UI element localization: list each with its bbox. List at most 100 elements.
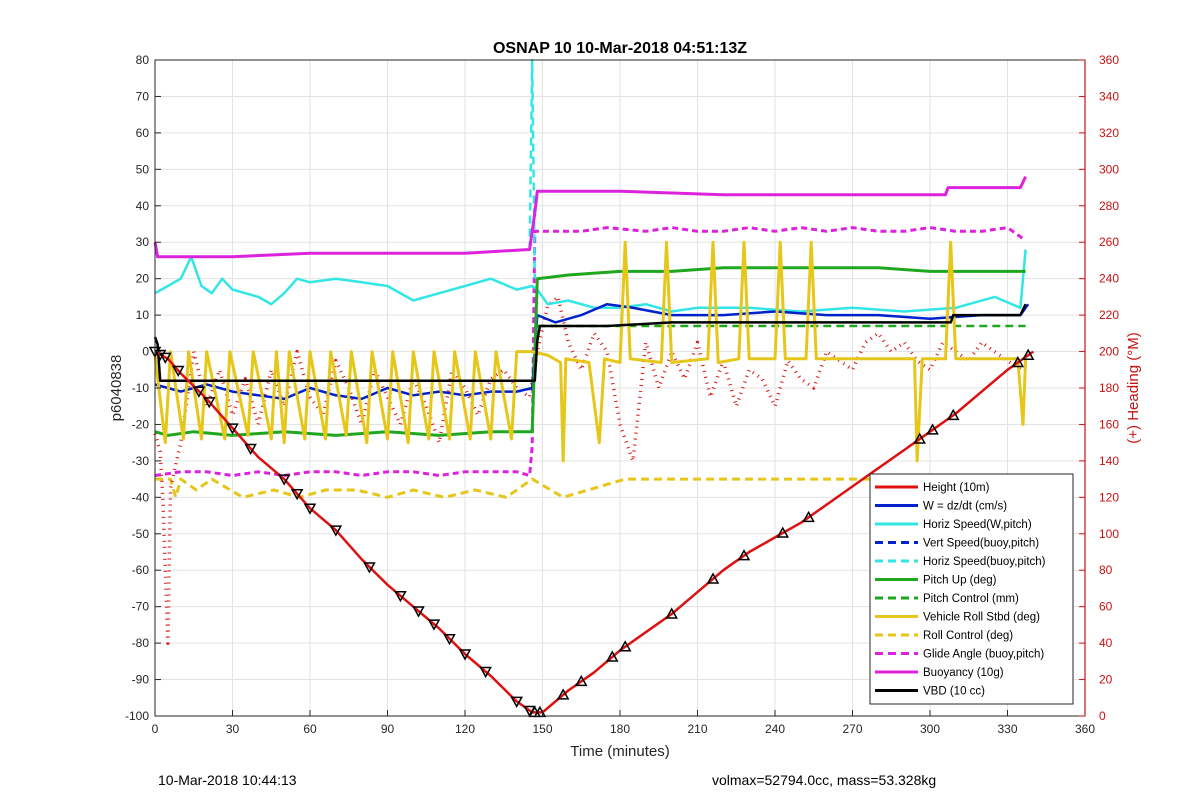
footer-timestamp: 10-Mar-2018 10:44:13 — [158, 772, 297, 788]
y-tick-label: 60 — [136, 126, 150, 140]
height-series — [154, 350, 1035, 714]
y-tick-label: -70 — [132, 600, 150, 614]
height-marker — [303, 503, 317, 515]
y2-tick-label: 320 — [1099, 126, 1119, 140]
x-tick-label: 270 — [842, 722, 862, 736]
legend-label: Horiz Speed(W,pitch) — [923, 519, 1032, 531]
legend-label: Pitch Up (deg) — [923, 575, 997, 587]
height-marker — [202, 397, 216, 409]
height-marker — [363, 562, 376, 574]
legend-label: Glide Angle (buoy,pitch) — [923, 649, 1044, 661]
w-series — [154, 302, 1030, 401]
y-tick-label: 0 — [142, 345, 149, 359]
x-tick-label: 150 — [532, 722, 552, 736]
height-marker — [618, 640, 632, 652]
y2-tick-label: 160 — [1099, 417, 1119, 431]
y2-tick-label: 0 — [1099, 709, 1106, 723]
legend-label: W = dz/dt (cm/s) — [923, 501, 1007, 513]
legend-label: Roll Control (deg) — [923, 630, 1013, 642]
y-tick-label: -30 — [132, 454, 150, 468]
y2-tick-label: 120 — [1099, 490, 1119, 504]
height-marker — [802, 510, 815, 523]
y-tick-label: -20 — [132, 417, 150, 431]
legend-label: Vert Speed(buoy,pitch) — [923, 538, 1039, 550]
x-axis-label: Time (minutes) — [570, 743, 669, 760]
chart-title: OSNAP 10 10-Mar-2018 04:51:13Z — [493, 40, 747, 57]
x-tick-label: 120 — [455, 722, 475, 736]
y2-tick-label: 180 — [1099, 381, 1119, 395]
y2-tick-label: 260 — [1099, 235, 1119, 249]
x-tick-label: 0 — [152, 722, 159, 736]
footer-vehicle-info: volmax=52794.0cc, mass=53.328kg — [712, 772, 937, 788]
height-marker — [737, 549, 751, 561]
height-marker — [458, 649, 472, 661]
x-tick-label: 240 — [765, 722, 785, 736]
height-marker — [510, 696, 523, 708]
height-marker — [556, 688, 570, 700]
y-tick-label: 40 — [136, 199, 150, 213]
legend-label: Height (10m) — [923, 482, 990, 494]
x-tick-label: 60 — [303, 722, 317, 736]
y2-tick-label: 340 — [1099, 89, 1119, 103]
height-marker — [394, 590, 407, 603]
height-marker — [443, 633, 456, 646]
horiz-speed-series — [154, 249, 1027, 313]
legend-box — [869, 473, 1074, 705]
x-tick-label: 330 — [997, 722, 1017, 736]
height-marker — [913, 432, 926, 444]
height-marker — [192, 386, 206, 398]
height-marker — [776, 526, 790, 538]
y2-tick-label: 240 — [1099, 272, 1119, 286]
y2-tick-label: 20 — [1099, 673, 1113, 687]
x-tick-label: 210 — [687, 722, 707, 736]
height-marker — [605, 650, 619, 662]
y2-tick-label: 200 — [1099, 345, 1119, 359]
y-tick-label: 10 — [136, 308, 150, 322]
height-marker — [277, 474, 291, 486]
y2-tick-label: 80 — [1099, 563, 1113, 577]
roll-control-series — [155, 477, 1029, 499]
x-tick-label: 180 — [610, 722, 630, 736]
legend-label: Horiz Speed(buoy,pitch) — [923, 556, 1046, 568]
y-axis-label: p6040838 — [108, 355, 125, 422]
x-tick-label: 300 — [920, 722, 940, 736]
y2-tick-label: 140 — [1099, 454, 1119, 468]
height-marker — [290, 488, 304, 501]
y-tick-label: -80 — [132, 636, 150, 650]
height-marker — [153, 349, 167, 362]
legend-label: Buoyancy (10g) — [923, 667, 1004, 679]
height-marker — [665, 607, 678, 619]
y-tick-label: 50 — [136, 162, 150, 176]
y-tick-label: -50 — [132, 527, 150, 541]
vbd-series — [153, 303, 1027, 382]
height-marker — [171, 365, 185, 378]
y-tick-label: 30 — [136, 235, 150, 249]
x-tick-label: 360 — [1075, 722, 1095, 736]
height-marker — [1021, 348, 1035, 360]
height-marker — [479, 666, 492, 679]
height-marker — [329, 525, 343, 537]
y2-tick-label: 280 — [1099, 199, 1119, 213]
y2-tick-label: 100 — [1099, 527, 1119, 541]
y-tick-label: -60 — [132, 563, 150, 577]
y2-tick-label: 220 — [1099, 308, 1119, 322]
y2-tick-label: 60 — [1099, 600, 1113, 614]
height-marker — [574, 674, 588, 687]
series-group — [148, 58, 1035, 718]
height-marker — [926, 423, 939, 435]
height-marker — [706, 572, 720, 584]
height-marker — [244, 443, 257, 456]
y2-axis-label: (+) Heading (°M) — [1125, 332, 1142, 443]
height-marker — [226, 423, 239, 435]
buoyancy-series — [153, 175, 1027, 259]
y-tick-label: -40 — [132, 490, 150, 504]
y2-tick-label: 300 — [1099, 162, 1119, 176]
y2-tick-label: 360 — [1099, 53, 1119, 67]
y-tick-label: -100 — [125, 709, 149, 723]
y-tick-label: 70 — [136, 89, 150, 103]
glide-angle-series — [154, 226, 1024, 477]
x-tick-label: 90 — [381, 722, 395, 736]
y-tick-label: -90 — [132, 673, 150, 687]
axes: 0 30 60 90 120 150 180 210 240 270 300 330 360 -100 -9… — [125, 53, 1119, 736]
